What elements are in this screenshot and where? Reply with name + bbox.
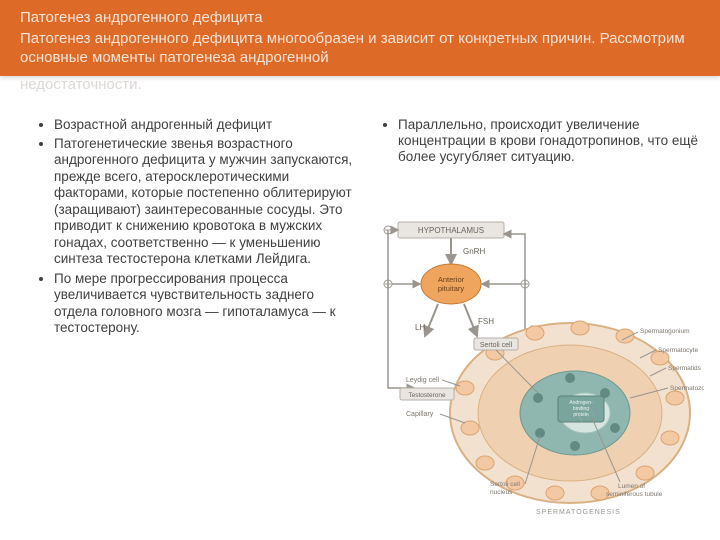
sertoli-label: Sertoli cell	[480, 342, 513, 349]
fsh-label: FSH	[478, 317, 494, 326]
capillary-label: Capillary	[406, 411, 434, 418]
feedback-arrow-icon	[388, 230, 414, 388]
lh-label: LH	[415, 323, 425, 332]
diagram-svg: HYPOTHALAMUS GnRH Anterior pituitary LH …	[370, 218, 704, 518]
spermatocyte-label: Spermatocyte	[658, 347, 698, 354]
list-item: Параллельно, происходит увеличение конце…	[398, 117, 698, 166]
gnrh-label: GnRH	[463, 247, 485, 256]
slide-header: Патогенез андрогенного дефицита Патогене…	[0, 0, 720, 76]
header-title: Патогенез андрогенного дефицита	[20, 8, 700, 28]
right-list: Параллельно, происходит увеличение конце…	[382, 117, 698, 166]
header-subtitle: Патогенез андрогенного дефицита многообр…	[20, 29, 700, 68]
list-item: Возрастной андрогенный дефицит	[54, 117, 354, 133]
lumen-label-1: Lumen of	[618, 483, 645, 490]
spermatogonium-label: Spermatogonium	[640, 328, 690, 335]
anterior-label-1: Anterior	[438, 275, 465, 284]
abp-label-3: protein	[573, 412, 589, 418]
spermatozoon-label: Spermatozoon	[670, 385, 704, 392]
list-item: По мере прогрессирования процесса увелич…	[54, 271, 354, 337]
spermatogenesis-diagram: HYPOTHALAMUS GnRH Anterior pituitary LH …	[370, 218, 704, 518]
sertoli-nucleus-label-1: Sertoli cell	[490, 481, 521, 488]
leydig-label: Leydig cell	[406, 377, 440, 384]
anterior-label-2: pituitary	[438, 284, 465, 293]
sertoli-nucleus-label-2: nucleus	[490, 489, 513, 496]
spermatids-label: Spermatids	[668, 365, 702, 372]
left-list: Возрастной андрогенный дефицит Патогенет…	[38, 117, 354, 337]
list-item: Патогенетические звенья возрастного андр…	[54, 136, 354, 268]
testosterone-label: Testosterone	[408, 392, 446, 399]
header-trailing: недостаточности.	[0, 76, 720, 99]
lh-arrow-icon	[425, 304, 438, 336]
lumen-label-2: seminiferous tubule	[606, 491, 663, 498]
spermatogenesis-footer: SPERMATOGENESIS	[536, 509, 621, 516]
fsh-arrow-icon	[464, 304, 477, 336]
left-column: Возрастной андрогенный дефицит Патогенет…	[38, 117, 354, 340]
hypothalamus-label: HYPOTHALAMUS	[418, 226, 484, 235]
